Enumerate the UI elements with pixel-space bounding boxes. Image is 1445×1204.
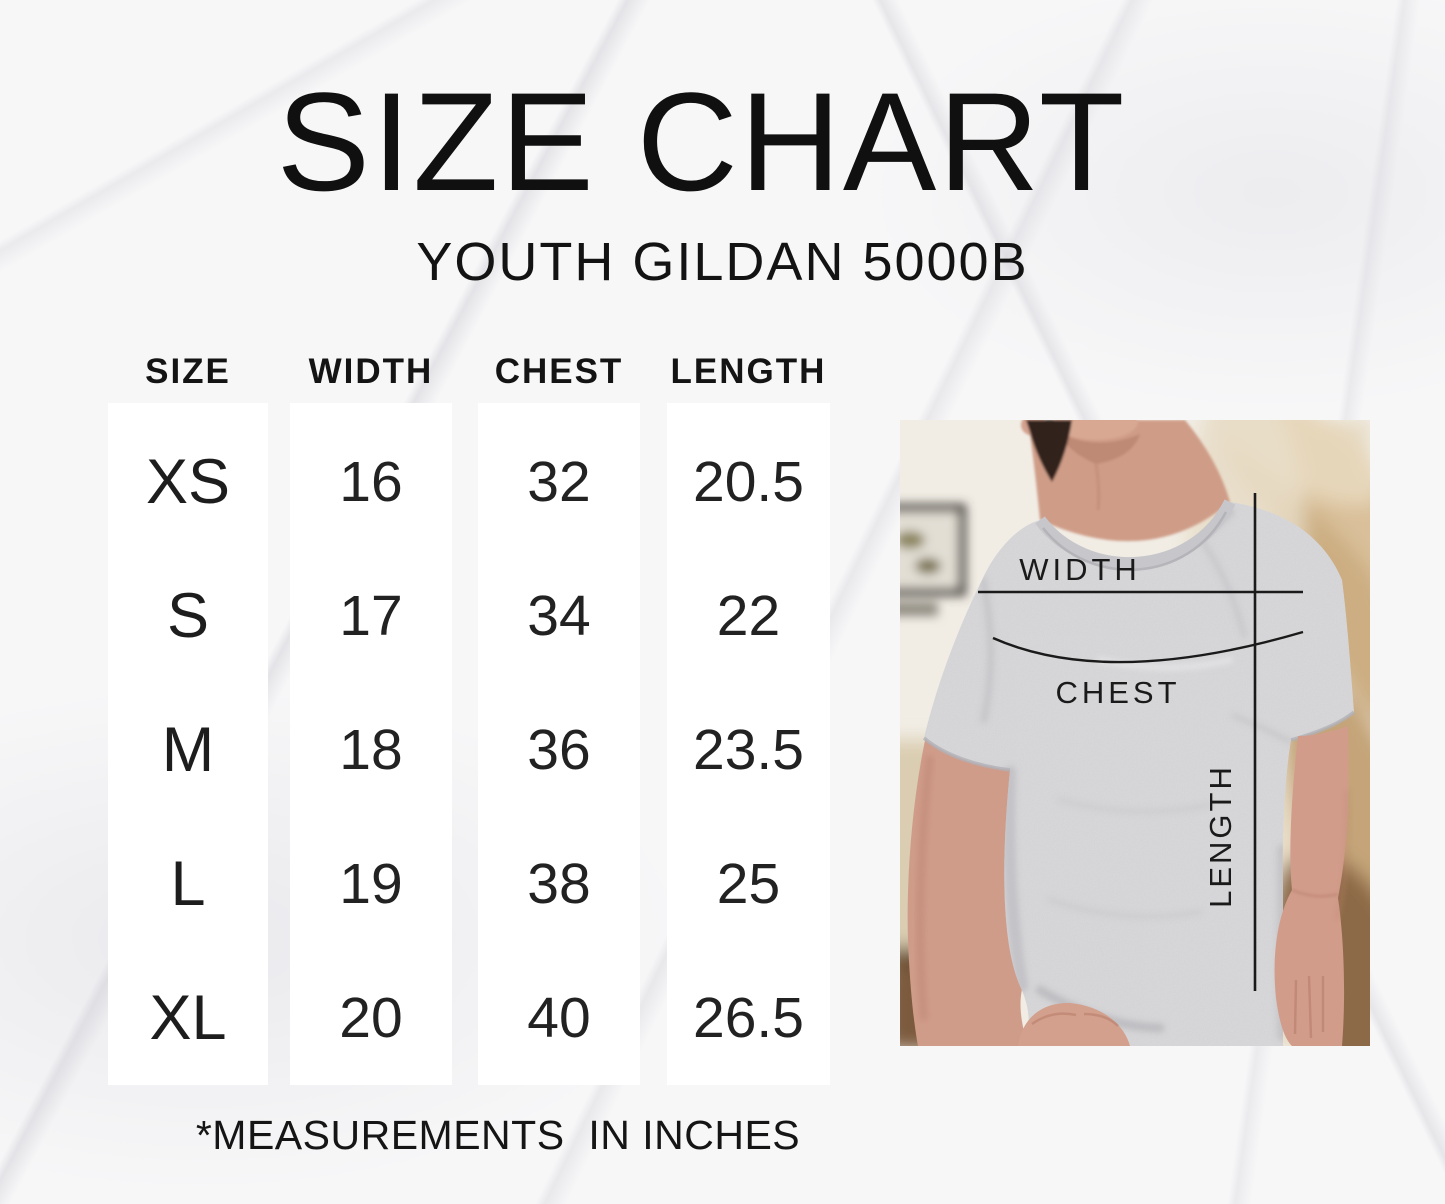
size-cell: M (161, 714, 215, 785)
size-cell: L (170, 848, 206, 919)
boy-hand-tucked (1018, 1002, 1130, 1046)
boy-head-neck (1021, 420, 1230, 542)
table-column-width: 16 17 18 19 20 (290, 403, 452, 1085)
page-title: SIZE CHART (276, 63, 1127, 220)
length-label: LENGTH (1203, 764, 1238, 908)
measurement-annotations (978, 493, 1304, 991)
column-header-size: SIZE (145, 352, 231, 391)
chest-label: CHEST (1055, 675, 1180, 710)
width-cell: 17 (339, 583, 403, 648)
chest-cell: 36 (527, 717, 591, 782)
model-photo: WIDTH CHEST LENGTH (900, 420, 1370, 1046)
chest-cell: 40 (527, 985, 591, 1050)
width-cell: 19 (339, 851, 403, 916)
measurements-note: *MEASUREMENTS IN INCHES (195, 1112, 801, 1158)
page-subtitle: YOUTH GILDAN 5000B (416, 232, 1029, 292)
chest-cell: 34 (527, 583, 591, 648)
width-cell: 18 (339, 717, 403, 782)
length-cell: 26.5 (693, 985, 804, 1050)
size-cell: XS (145, 446, 231, 517)
size-cell: XL (149, 982, 227, 1053)
column-header-length: LENGTH (670, 352, 827, 391)
width-label: WIDTH (1019, 552, 1141, 587)
size-cell: S (166, 580, 210, 651)
length-cell: 23.5 (693, 717, 804, 782)
boy-hair (1026, 420, 1072, 482)
chest-cell: 38 (527, 851, 591, 916)
table-column-length: 20.5 22 23.5 25 26.5 (667, 403, 830, 1085)
length-cell: 22 (716, 583, 781, 648)
width-cell: 16 (339, 449, 403, 514)
boy-left-arm (1274, 726, 1350, 1046)
collar (1035, 499, 1236, 570)
width-cell: 20 (339, 985, 403, 1050)
column-header-chest: CHEST (494, 352, 624, 391)
table-column-size: XS S M L XL (108, 403, 268, 1085)
boy-right-arm (907, 736, 1028, 1046)
length-cell: 25 (716, 851, 781, 916)
chest-cell: 32 (527, 449, 591, 514)
measurement-labels: WIDTH CHEST LENGTH (1019, 552, 1238, 908)
picture-frame (900, 504, 966, 616)
length-cell: 20.5 (693, 449, 804, 514)
table-column-chest: 32 34 36 38 40 (478, 403, 640, 1085)
chest-curve (992, 630, 1304, 664)
column-header-width: WIDTH (308, 352, 434, 391)
left-sleeve-hem (922, 736, 1011, 772)
